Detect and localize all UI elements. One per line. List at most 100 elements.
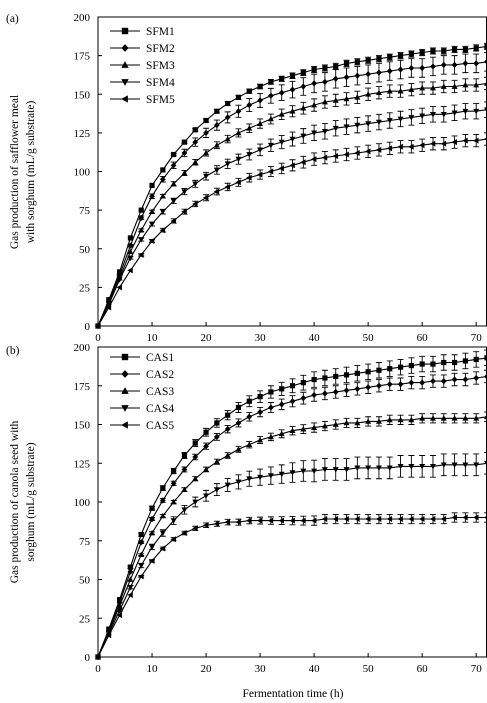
data-point-CAS3 bbox=[149, 529, 156, 536]
data-point-CAS3 bbox=[375, 418, 382, 424]
data-point-SFM2 bbox=[408, 64, 415, 72]
data-point-SFM5 bbox=[159, 227, 166, 234]
data-point-SFM2 bbox=[386, 67, 393, 75]
x-tick-label-b: 10 bbox=[147, 663, 159, 675]
legend-entry-CAS1: CAS1 bbox=[110, 352, 174, 364]
y-axis-title-b-line1: Gas production of canola seed with bbox=[9, 420, 21, 583]
data-point-SFM4 bbox=[354, 122, 361, 129]
data-point-CAS5 bbox=[202, 522, 209, 529]
data-point-SFM1 bbox=[225, 100, 231, 107]
data-point-CAS5 bbox=[181, 530, 187, 536]
y-tick-label-a: 150 bbox=[74, 89, 91, 101]
legend-entry-CAS5: CAS5 bbox=[110, 420, 174, 432]
data-point-CAS5 bbox=[289, 517, 295, 524]
data-point-SFM2 bbox=[300, 83, 307, 90]
legend-marker-SFM4 bbox=[121, 79, 129, 86]
data-point-SFM4 bbox=[429, 111, 436, 118]
data-point-SFM5 bbox=[246, 174, 252, 181]
legend-marker-CAS4 bbox=[121, 405, 129, 412]
data-point-SFM5 bbox=[213, 188, 220, 195]
data-point-CAS2 bbox=[462, 376, 469, 383]
data-point-SFM5 bbox=[451, 139, 457, 146]
data-point-SFM3 bbox=[267, 115, 274, 122]
data-point-CAS2 bbox=[214, 433, 220, 441]
data-point-SFM4 bbox=[289, 136, 296, 143]
data-point-CAS5 bbox=[224, 519, 231, 526]
data-point-SFM4 bbox=[419, 113, 426, 119]
data-point-SFM5 bbox=[354, 149, 360, 156]
data-point-SFM2 bbox=[397, 66, 404, 73]
data-point-SFM5 bbox=[300, 159, 306, 166]
x-tick-label-b: 40 bbox=[309, 663, 321, 675]
data-point-SFM3 bbox=[181, 169, 188, 176]
data-point-CAS3 bbox=[429, 415, 436, 421]
data-point-CAS1 bbox=[408, 363, 414, 369]
data-point-CAS1 bbox=[365, 369, 371, 375]
series-CAS4 bbox=[95, 451, 487, 661]
data-point-SFM1 bbox=[473, 45, 479, 51]
data-point-CAS3 bbox=[311, 424, 318, 430]
data-point-CAS1 bbox=[343, 372, 350, 378]
data-point-SFM4 bbox=[246, 152, 253, 158]
data-point-CAS3 bbox=[408, 416, 415, 423]
data-point-SFM4 bbox=[440, 111, 447, 118]
y-tick-label-b: 200 bbox=[74, 342, 91, 354]
data-point-SFM4 bbox=[375, 119, 382, 126]
data-point-SFM5 bbox=[94, 323, 101, 329]
y-axis-title-b-line2: sorghum (mL/g substrate) bbox=[25, 442, 37, 561]
data-point-CAS2 bbox=[278, 401, 285, 408]
data-point-CAS5 bbox=[192, 525, 198, 532]
data-point-SFM3 bbox=[343, 95, 350, 102]
x-tick-label-b: 50 bbox=[363, 663, 375, 675]
data-point-SFM5 bbox=[224, 183, 231, 190]
data-point-SFM3 bbox=[278, 111, 285, 117]
data-point-CAS5 bbox=[375, 516, 382, 523]
data-point-SFM4 bbox=[343, 124, 350, 130]
data-point-CAS1 bbox=[289, 383, 296, 389]
y-tick-label-b: 25 bbox=[79, 613, 91, 625]
data-point-SFM3 bbox=[213, 142, 220, 148]
data-point-SFM4 bbox=[484, 107, 487, 113]
data-point-CAS1 bbox=[235, 404, 242, 411]
legend-entry-SFM5: SFM5 bbox=[110, 94, 175, 106]
y-tick-label-b: 0 bbox=[85, 652, 91, 664]
data-point-SFM4 bbox=[149, 221, 156, 228]
data-point-SFM3 bbox=[484, 80, 487, 86]
data-point-CAS4 bbox=[192, 499, 199, 506]
data-point-SFM4 bbox=[311, 130, 318, 136]
data-point-CAS4 bbox=[321, 467, 328, 473]
data-point-SFM1 bbox=[203, 117, 209, 124]
data-point-CAS2 bbox=[376, 382, 382, 389]
data-point-SFM4 bbox=[127, 255, 134, 262]
data-point-CAS1 bbox=[246, 398, 252, 404]
data-point-CAS1 bbox=[311, 376, 317, 383]
data-point-SFM3 bbox=[127, 248, 134, 255]
data-point-CAS2 bbox=[440, 377, 447, 385]
data-point-SFM1 bbox=[160, 167, 166, 173]
data-point-SFM1 bbox=[365, 57, 371, 63]
data-point-CAS4 bbox=[116, 608, 123, 614]
data-point-CAS1 bbox=[397, 364, 404, 370]
data-point-SFM3 bbox=[311, 101, 318, 108]
data-point-SFM5 bbox=[321, 154, 328, 161]
data-point-SFM1 bbox=[397, 53, 404, 59]
data-point-CAS2 bbox=[430, 377, 436, 385]
data-point-CAS4 bbox=[257, 474, 264, 481]
data-point-SFM5 bbox=[202, 194, 209, 201]
data-point-SFM1 bbox=[408, 51, 414, 57]
data-point-CAS4 bbox=[300, 468, 307, 475]
series-SFM5 bbox=[94, 132, 487, 329]
data-point-CAS2 bbox=[354, 385, 361, 392]
data-point-SFM5 bbox=[256, 171, 263, 178]
error-bar-CAS3 bbox=[484, 411, 487, 422]
data-point-CAS2 bbox=[289, 398, 296, 405]
data-point-SFM3 bbox=[429, 84, 436, 91]
data-point-SFM2 bbox=[257, 97, 263, 104]
data-point-CAS3 bbox=[397, 416, 404, 423]
data-point-SFM1 bbox=[311, 66, 317, 73]
data-point-SFM4 bbox=[321, 128, 328, 135]
data-point-CAS5 bbox=[343, 516, 349, 523]
data-point-SFM5 bbox=[343, 151, 349, 158]
data-point-SFM4 bbox=[451, 110, 458, 116]
data-point-CAS3 bbox=[440, 415, 447, 421]
